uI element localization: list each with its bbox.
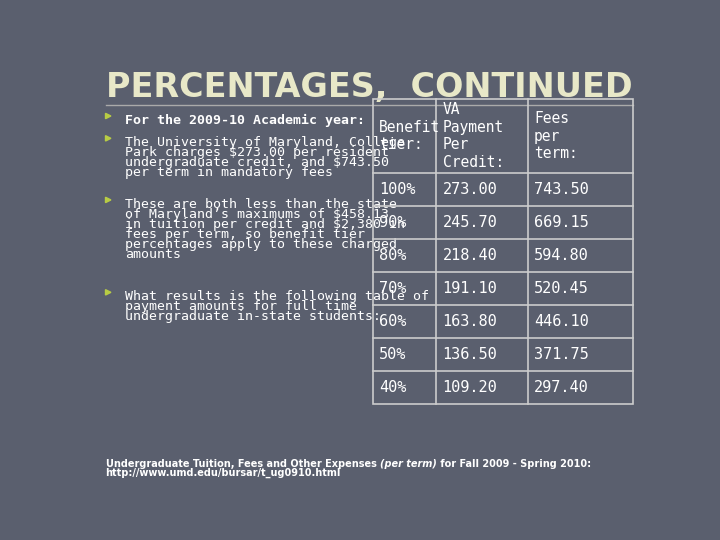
Text: What results is the following table of: What results is the following table of [125,291,429,303]
Text: VA
Payment
Per
Credit:: VA Payment Per Credit: [443,103,504,170]
Text: 297.40: 297.40 [534,380,589,395]
Text: of Maryland’s maximums of $458.13: of Maryland’s maximums of $458.13 [125,208,389,221]
Text: 163.80: 163.80 [443,314,498,329]
Text: undergraduate credit, and $743.50: undergraduate credit, and $743.50 [125,157,389,170]
Text: 80%: 80% [379,248,407,263]
Text: 371.75: 371.75 [534,347,589,362]
Text: 446.10: 446.10 [534,314,589,329]
Text: Park charges $273.00 per resident: Park charges $273.00 per resident [125,146,389,159]
Text: 191.10: 191.10 [443,281,498,296]
Text: 594.80: 594.80 [534,248,589,263]
Text: 669.15: 669.15 [534,215,589,230]
Text: (per term): (per term) [379,458,436,469]
Text: in tuition per credit and $2,380 in: in tuition per credit and $2,380 in [125,218,405,231]
Polygon shape [106,113,111,119]
Text: http://www.umd.edu/bursar/t_ug0910.html: http://www.umd.edu/bursar/t_ug0910.html [106,468,341,478]
Text: 218.40: 218.40 [443,248,498,263]
Polygon shape [106,197,111,202]
Text: 70%: 70% [379,281,407,296]
Text: These are both less than the state: These are both less than the state [125,198,397,211]
Text: 109.20: 109.20 [443,380,498,395]
Text: PERCENTAGES,  CONTINUED: PERCENTAGES, CONTINUED [106,71,632,104]
Text: amounts: amounts [125,248,181,261]
Text: 245.70: 245.70 [443,215,498,230]
Text: 520.45: 520.45 [534,281,589,296]
Bar [373,99,632,404]
Text: 40%: 40% [379,380,407,395]
Text: for Fall 2009 - Spring 2010:: for Fall 2009 - Spring 2010: [436,458,590,469]
Text: 100%: 100% [379,181,415,197]
Text: 50%: 50% [379,347,407,362]
Polygon shape [106,289,111,295]
Polygon shape [106,136,111,141]
Text: fees per term, so benefit tier: fees per term, so benefit tier [125,228,365,241]
Text: Undergraduate Tuition, Fees and Other Expenses: Undergraduate Tuition, Fees and Other Ex… [106,458,379,469]
Text: 90%: 90% [379,215,407,230]
Text: 743.50: 743.50 [534,181,589,197]
Text: payment amounts for full time: payment amounts for full time [125,300,357,313]
Text: 136.50: 136.50 [443,347,498,362]
Text: per term in mandatory fees: per term in mandatory fees [125,166,333,179]
Text: Fees
per
term:: Fees per term: [534,111,578,161]
Text: The University of Maryland, College: The University of Maryland, College [125,137,405,150]
Text: undergraduate in-state students:: undergraduate in-state students: [125,310,381,323]
Text: 273.00: 273.00 [443,181,498,197]
Text: Benefit
tier:: Benefit tier: [379,120,441,152]
Text: For the 2009-10 Academic year:: For the 2009-10 Academic year: [125,114,365,127]
Text: 60%: 60% [379,314,407,329]
Text: percentages apply to these charged: percentages apply to these charged [125,238,397,251]
